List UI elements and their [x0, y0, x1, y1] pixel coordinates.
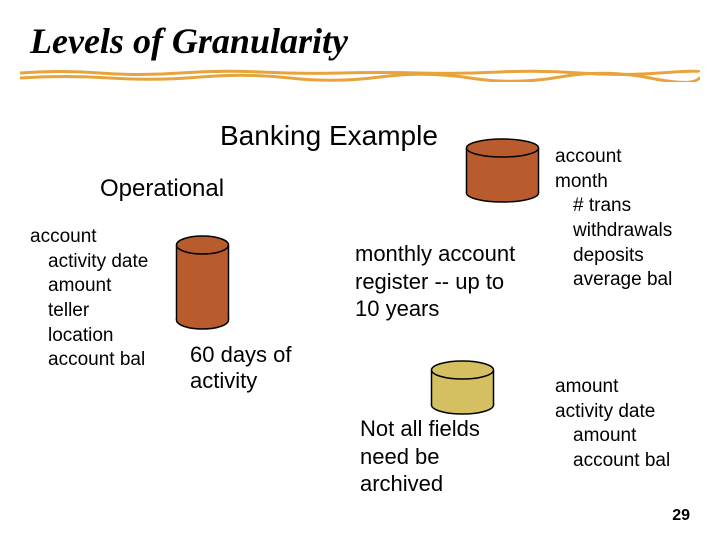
list-item: amount [555, 375, 670, 400]
title-underline [20, 68, 700, 82]
page-number: 29 [672, 507, 690, 525]
subtitle: Banking Example [220, 120, 438, 152]
list-item: account [30, 225, 148, 250]
text-line: register -- up to [355, 268, 515, 296]
database-cylinder-icon [465, 138, 540, 203]
text-line: archived [360, 470, 480, 498]
list-item: amount [48, 274, 148, 299]
amount-list-archive: amount activity date amount account bal [555, 375, 670, 474]
list-item: account bal [48, 348, 148, 373]
account-list-operational: account activity date amount teller loca… [30, 225, 148, 373]
list-item: withdrawals [573, 219, 672, 244]
list-item: account bal [573, 449, 670, 474]
database-cylinder-icon [430, 360, 495, 415]
text-line: need be [360, 443, 480, 471]
text-line: 60 days of [190, 342, 292, 368]
list-item: teller [48, 299, 148, 324]
operational-label: Operational [100, 175, 224, 203]
page-title: Levels of Granularity [30, 20, 348, 62]
monthly-register-label: monthly account register -- up to 10 yea… [355, 240, 515, 323]
database-cylinder-icon [175, 235, 230, 330]
list-item: activity date [48, 250, 148, 275]
account-list-monthly: account month # trans withdrawals deposi… [555, 145, 672, 293]
sixty-days-label: 60 days of activity [190, 342, 292, 395]
list-item: account [555, 145, 672, 170]
text-line: activity [190, 368, 292, 394]
list-item: location [48, 324, 148, 349]
list-item: average bal [573, 268, 672, 293]
list-item: amount [573, 424, 670, 449]
list-item: deposits [573, 244, 672, 269]
list-item: month [555, 170, 672, 195]
not-all-fields-label: Not all fields need be archived [360, 415, 480, 498]
text-line: Not all fields [360, 415, 480, 443]
list-item: activity date [555, 400, 670, 425]
text-line: 10 years [355, 295, 515, 323]
list-item: # trans [573, 194, 672, 219]
text-line: monthly account [355, 240, 515, 268]
